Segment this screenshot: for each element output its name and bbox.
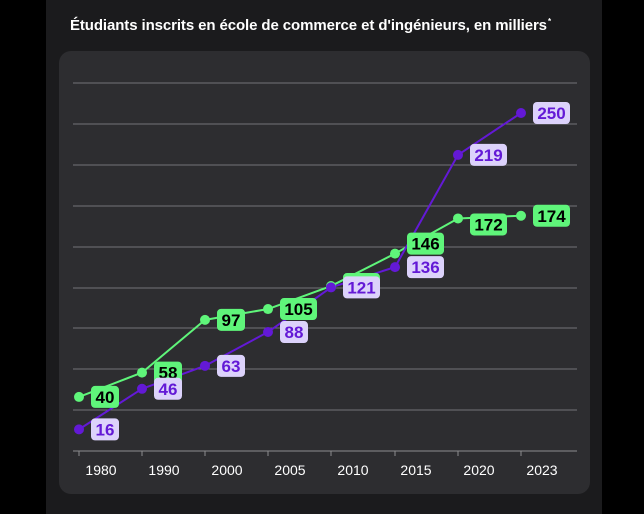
data-label-green: 174 xyxy=(537,207,566,226)
data-label-purple: 121 xyxy=(347,278,375,297)
data-label-box-green xyxy=(280,298,317,321)
data-label-box-purple xyxy=(407,256,444,279)
data-label-box-green xyxy=(91,385,119,408)
data-label-box-green xyxy=(407,232,444,255)
x-tick-label: 2023 xyxy=(526,462,557,478)
series-points xyxy=(74,108,526,435)
x-axis: 1980 1990 2000 2005 2010 2015 2020 2023 xyxy=(78,451,558,478)
data-label-box-purple xyxy=(343,276,380,299)
data-point-green xyxy=(263,304,273,315)
data-point-green xyxy=(137,367,147,378)
data-label-box-purple xyxy=(91,418,119,441)
data-point-green xyxy=(516,210,526,221)
data-label-purple: 46 xyxy=(159,380,178,399)
data-label-green: 146 xyxy=(411,235,439,254)
data-point-purple xyxy=(453,149,463,160)
x-tick-label: 1990 xyxy=(148,462,179,478)
data-point-green xyxy=(453,213,463,224)
x-tick-label: 2010 xyxy=(337,462,368,478)
data-label-purple: 88 xyxy=(285,323,304,342)
data-label-box-purple xyxy=(280,321,308,344)
data-point-green xyxy=(74,391,84,402)
data-point-purple xyxy=(516,108,526,118)
data-label-green: 172 xyxy=(474,215,502,234)
data-label-green: 40 xyxy=(96,388,115,407)
data-label-box-green xyxy=(470,213,507,236)
data-label-purple: 63 xyxy=(222,357,241,376)
series-line-green xyxy=(78,214,522,398)
chart-title: Étudiants inscrits en école de commerce … xyxy=(70,17,590,34)
data-label-green: 97 xyxy=(222,311,241,330)
data-label-box-purple xyxy=(217,354,245,377)
data-point-purple xyxy=(326,282,336,293)
data-point-purple xyxy=(200,360,210,371)
series-line-purple xyxy=(78,112,522,431)
x-tick-label: 2020 xyxy=(463,462,494,478)
data-label-purple: 136 xyxy=(411,258,439,277)
x-tick-label: 1980 xyxy=(85,462,116,478)
x-tick-label: 2000 xyxy=(211,462,242,478)
data-point-green xyxy=(390,248,400,259)
data-label-box-purple xyxy=(470,143,507,166)
data-labels: 4058971051221461721741646638812113621925… xyxy=(91,102,570,441)
data-label-purple: 250 xyxy=(537,104,565,123)
data-label-box-green xyxy=(217,308,245,331)
data-label-purple: 219 xyxy=(474,146,502,165)
data-point-purple xyxy=(74,424,84,435)
data-point-purple xyxy=(390,262,400,273)
data-label-box-green xyxy=(533,204,570,227)
data-label-box-purple xyxy=(533,102,570,124)
chart-title-footnote-mark: * xyxy=(547,17,551,26)
data-label-box-purple xyxy=(154,377,182,400)
grid-lines xyxy=(73,82,577,452)
x-tick-label: 2005 xyxy=(274,462,305,478)
data-label-green: 105 xyxy=(284,300,312,319)
x-tick-label: 2015 xyxy=(400,462,431,478)
data-point-purple xyxy=(137,383,147,394)
series-lines xyxy=(78,112,522,431)
data-point-green xyxy=(200,314,210,325)
data-point-purple xyxy=(263,327,273,338)
data-label-purple: 16 xyxy=(96,420,115,439)
chart-title-text: Étudiants inscrits en école de commerce … xyxy=(70,17,547,34)
